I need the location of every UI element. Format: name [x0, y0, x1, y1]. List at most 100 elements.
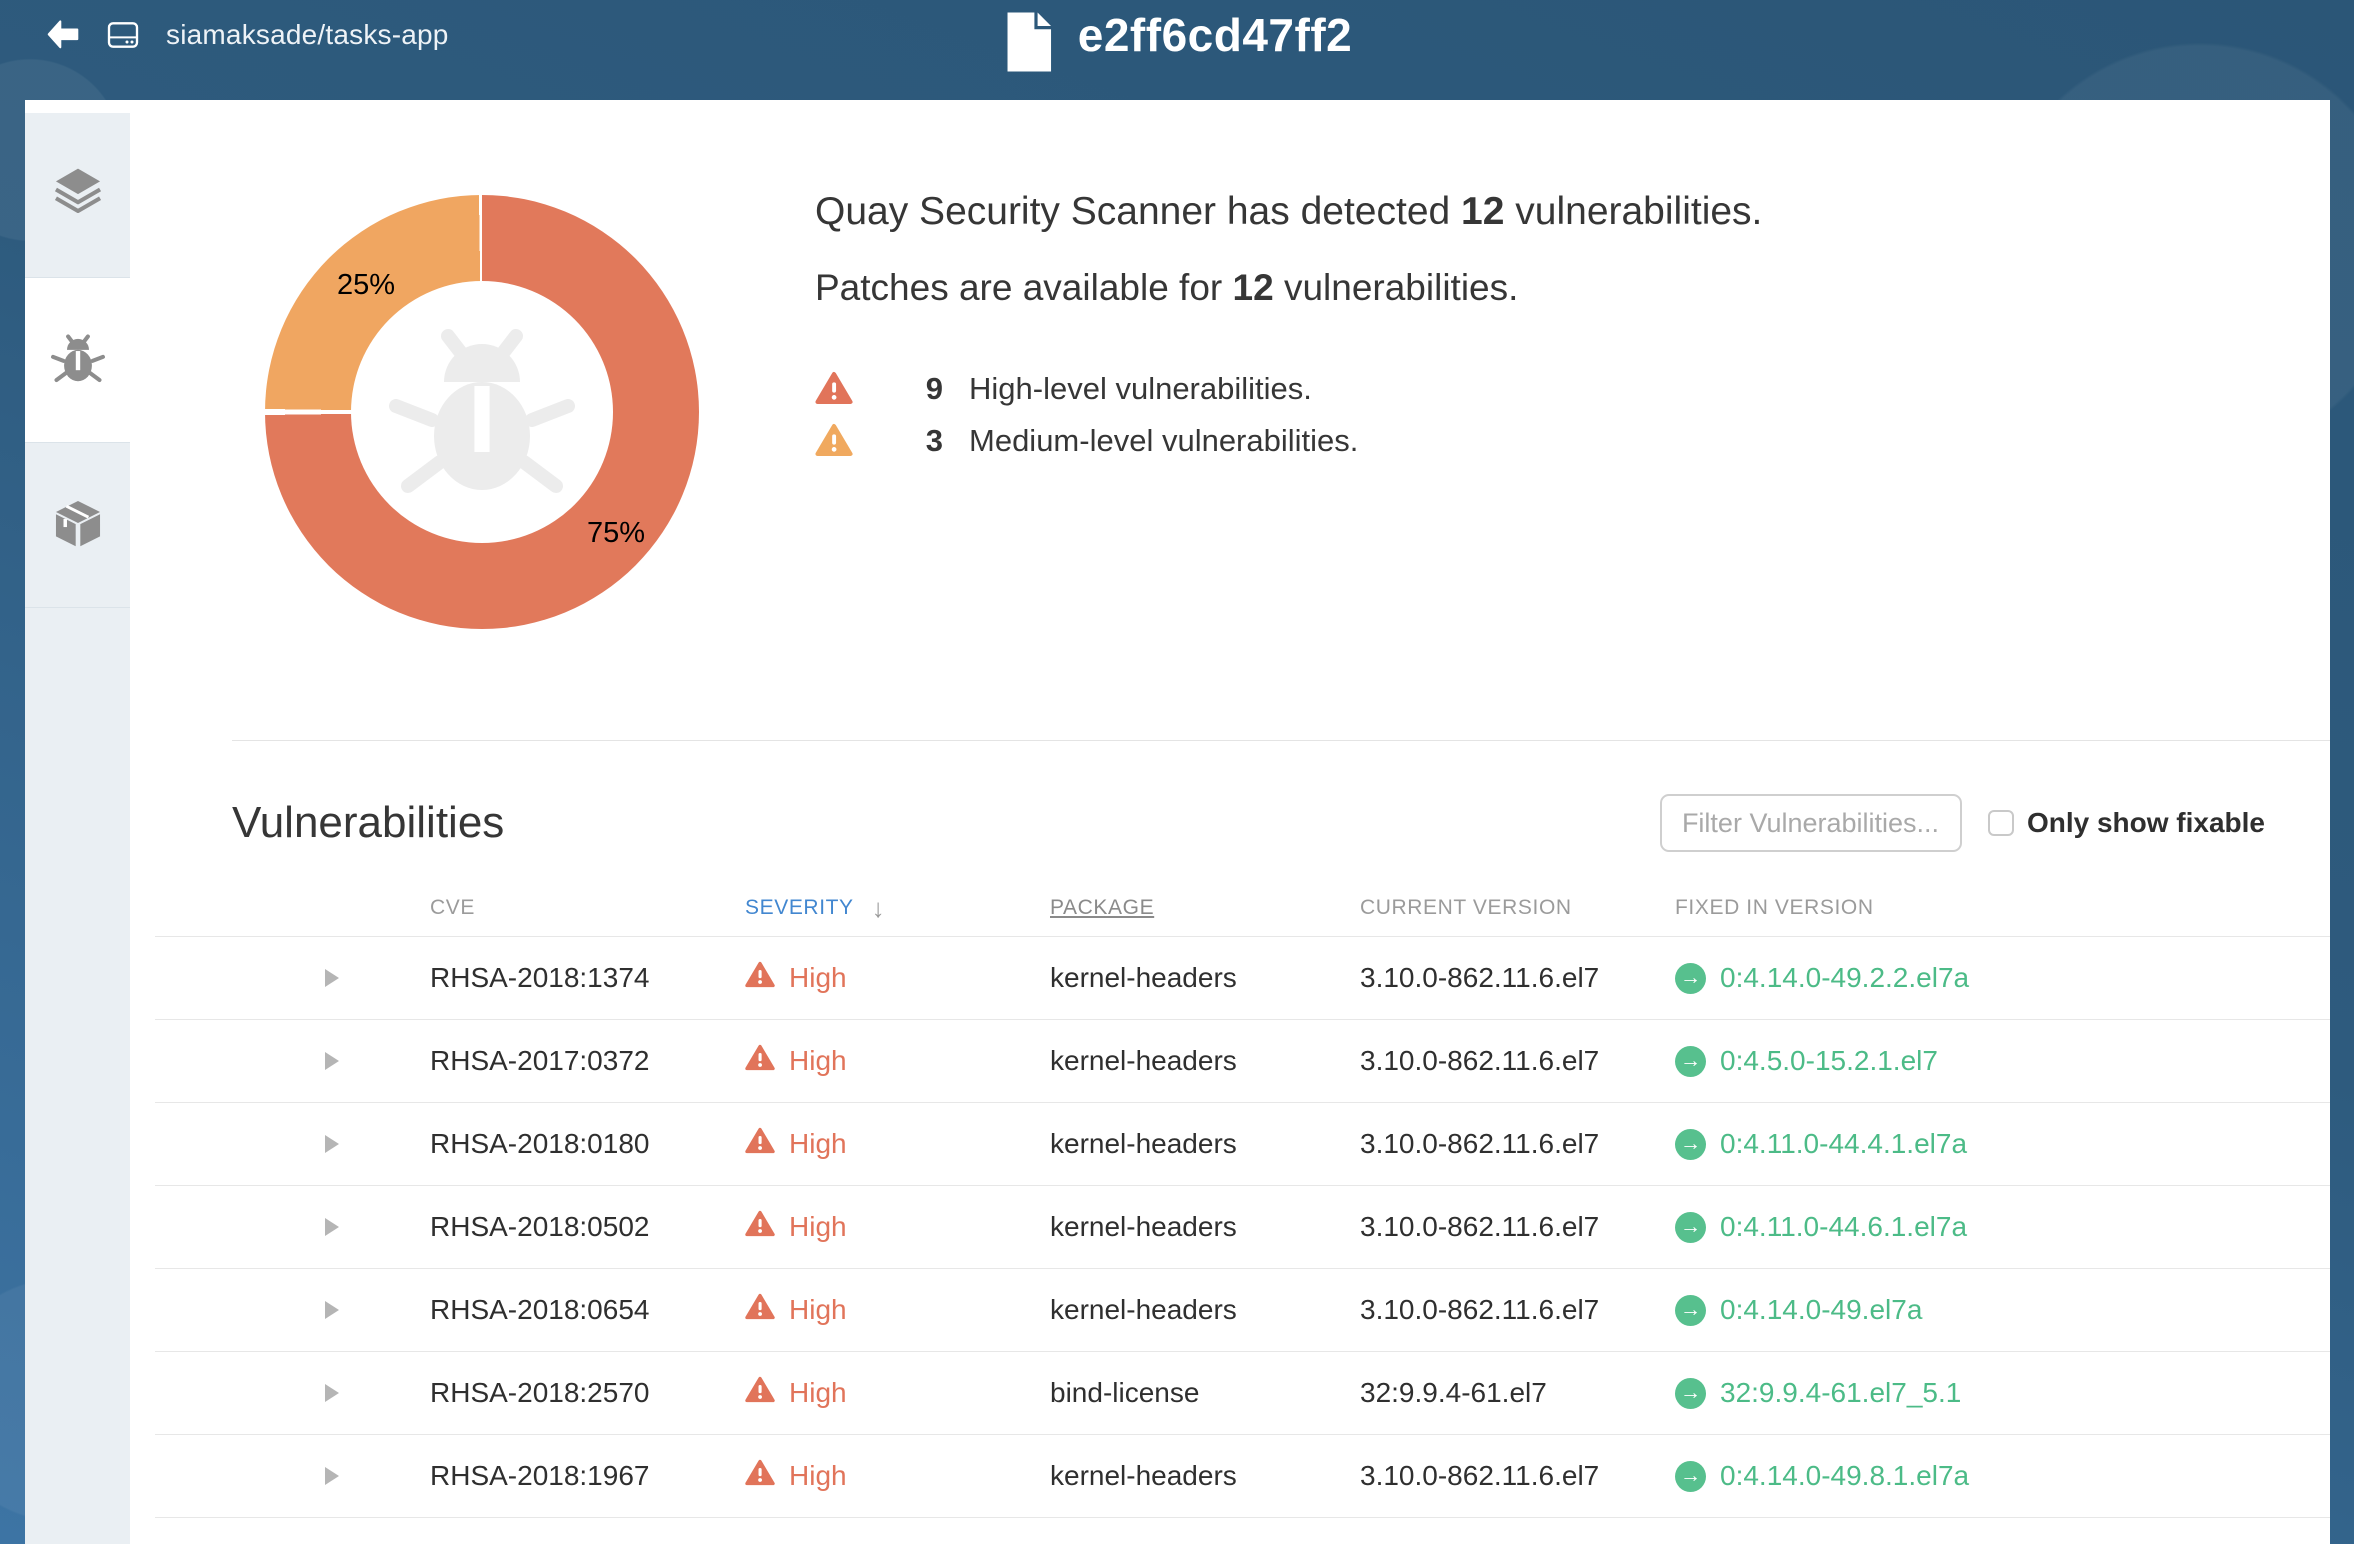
app-header: siamaksade/tasks-app e2ff6cd47ff2 — [0, 0, 2354, 72]
package-cell: kernel-headers — [1050, 1294, 1237, 1325]
expand-caret-icon[interactable] — [155, 1135, 430, 1153]
fix-arrow-icon: → — [1675, 1128, 1706, 1160]
cve-cell[interactable]: RHSA-2017:0372 — [430, 1045, 650, 1076]
fixed-version-cell[interactable]: → 0:4.11.0-44.6.1.el7a — [1675, 1211, 2330, 1243]
current-version-cell: 3.10.0-862.11.6.el7 — [1360, 1211, 1600, 1242]
fixed-version-cell[interactable]: → 0:4.14.0-49.8.1.el7a — [1675, 1460, 2330, 1492]
current-version-cell: 3.10.0-862.11.6.el7 — [1360, 1460, 1600, 1491]
layers-icon — [49, 164, 107, 227]
expand-caret-icon[interactable] — [155, 1467, 430, 1485]
filter-vulnerabilities-input[interactable] — [1659, 794, 1962, 852]
package-icon — [49, 494, 107, 557]
tab-layers[interactable] — [25, 113, 130, 278]
fixed-version-cell[interactable]: → 0:4.14.0-49.2.2.el7a — [1675, 962, 2330, 994]
vulnerabilities-table: CVE SEVERITY ↓ PACKAGE CURRENT VERSION F… — [155, 880, 2330, 1518]
package-cell: bind-license — [1050, 1377, 1200, 1408]
breadcrumb[interactable]: siamaksade/tasks-app — [166, 19, 449, 50]
scan-summary: 25% 75% Quay Security Scanner has detect… — [130, 100, 2330, 740]
expand-caret-icon[interactable] — [155, 1301, 430, 1319]
sort-desc-icon: ↓ — [871, 892, 886, 923]
warning-triangle-high-icon — [745, 1293, 775, 1327]
high-label: High-level vulnerabilities. — [969, 371, 1312, 406]
package-cell: kernel-headers — [1050, 962, 1237, 993]
image-file-icon — [1002, 0, 1054, 74]
expand-caret-icon[interactable] — [155, 969, 430, 987]
severity-cell: High — [745, 1210, 1050, 1244]
current-version-cell: 3.10.0-862.11.6.el7 — [1360, 1294, 1600, 1325]
vuln-count: 12 — [1461, 190, 1505, 233]
fixable-checkbox[interactable] — [1987, 810, 2014, 836]
column-header-severity[interactable]: SEVERITY ↓ — [745, 892, 886, 923]
fix-arrow-icon: → — [1675, 962, 1706, 994]
level-list: 9 High-level vulnerabilities. 3 Medium-l… — [815, 371, 1762, 459]
package-cell: kernel-headers — [1050, 1460, 1237, 1491]
severity-cell: High — [745, 1293, 1050, 1327]
table-row: RHSA-2018:0180 High kernel-headers 3.10.… — [155, 1103, 2330, 1186]
table-body: RHSA-2018:1374 High kernel-headers 3.10.… — [155, 937, 2330, 1518]
cve-cell[interactable]: RHSA-2018:1374 — [430, 962, 650, 993]
patch-count: 12 — [1232, 267, 1274, 308]
tab-packages[interactable] — [25, 443, 130, 608]
column-header-fixed-in-version[interactable]: FIXED IN VERSION — [1675, 896, 1874, 919]
table-row: RHSA-2017:0372 High kernel-headers 3.10.… — [155, 1020, 2330, 1103]
fix-arrow-icon: → — [1675, 1377, 1706, 1409]
cve-cell[interactable]: RHSA-2018:0502 — [430, 1211, 650, 1242]
package-cell: kernel-headers — [1050, 1045, 1237, 1076]
high-level-row: 9 High-level vulnerabilities. — [815, 371, 1762, 407]
fixable-label: Only show fixable — [2026, 807, 2265, 838]
section-divider — [232, 740, 2330, 741]
fixed-version-cell[interactable]: → 0:4.11.0-44.4.1.el7a — [1675, 1128, 2330, 1160]
fix-arrow-icon: → — [1675, 1294, 1706, 1326]
expand-caret-icon[interactable] — [155, 1384, 430, 1402]
bug-icon — [49, 329, 107, 392]
expand-caret-icon[interactable] — [155, 1052, 430, 1070]
severity-cell: High — [745, 1459, 1050, 1493]
current-version-cell: 32:9.9.4-61.el7 — [1360, 1377, 1547, 1408]
high-count: 9 — [925, 371, 943, 406]
severity-cell: High — [745, 1127, 1050, 1161]
patches-line: Patches are available for 12 vulnerabili… — [815, 267, 1519, 308]
fixed-version-cell[interactable]: → 32:9.9.4-61.el7_5.1 — [1675, 1377, 2330, 1409]
warning-triangle-high-icon — [745, 1459, 775, 1493]
warning-triangle-high-icon — [745, 1376, 775, 1410]
table-header-row: CVE SEVERITY ↓ PACKAGE CURRENT VERSION F… — [155, 880, 2330, 937]
donut-label-medium: 25% — [337, 269, 396, 301]
fixed-version-cell[interactable]: → 0:4.5.0-15.2.1.el7 — [1675, 1045, 2330, 1077]
medium-count: 3 — [925, 423, 943, 458]
cve-cell[interactable]: RHSA-2018:1967 — [430, 1460, 650, 1491]
tab-security-scan[interactable] — [25, 278, 130, 443]
only-show-fixable-toggle[interactable]: Only show fixable — [1987, 807, 2265, 839]
cve-cell[interactable]: RHSA-2018:0180 — [430, 1128, 650, 1159]
fix-arrow-icon: → — [1675, 1211, 1706, 1243]
fix-arrow-icon: → — [1675, 1460, 1706, 1492]
warning-triangle-high-icon — [745, 1127, 775, 1161]
fix-arrow-icon: → — [1675, 1045, 1706, 1077]
medium-level-row: 3 Medium-level vulnerabilities. — [815, 423, 1762, 459]
table-row: RHSA-2018:2570 High bind-license 32:9.9.… — [155, 1352, 2330, 1435]
column-header-cve[interactable]: CVE — [430, 896, 475, 919]
page-title-image-id: e2ff6cd47ff2 — [1077, 9, 1353, 61]
donut-label-high: 75% — [587, 517, 646, 549]
severity-cell: High — [745, 1044, 1050, 1078]
warning-triangle-high-icon — [815, 371, 855, 407]
rail-filler — [25, 608, 130, 1544]
package-cell: kernel-headers — [1050, 1128, 1237, 1159]
current-version-cell: 3.10.0-862.11.6.el7 — [1360, 962, 1600, 993]
severity-cell: High — [745, 1376, 1050, 1410]
table-row: RHSA-2018:1967 High kernel-headers 3.10.… — [155, 1435, 2330, 1518]
expand-caret-icon[interactable] — [155, 1218, 430, 1236]
back-arrow-icon[interactable] — [46, 18, 80, 52]
column-header-package[interactable]: PACKAGE — [1050, 896, 1155, 919]
table-row: RHSA-2018:1374 High kernel-headers 3.10.… — [155, 937, 2330, 1020]
content-card: 25% 75% Quay Security Scanner has detect… — [25, 100, 2330, 1544]
side-rail — [25, 100, 130, 1544]
cve-cell[interactable]: RHSA-2018:0654 — [430, 1294, 650, 1325]
column-header-current-version[interactable]: CURRENT VERSION — [1360, 896, 1572, 919]
warning-triangle-high-icon — [745, 961, 775, 995]
scanner-headline: Quay Security Scanner has detected 12 vu… — [815, 190, 1763, 233]
warning-triangle-high-icon — [745, 1044, 775, 1078]
fixed-version-cell[interactable]: → 0:4.14.0-49.el7a — [1675, 1294, 2330, 1326]
cve-cell[interactable]: RHSA-2018:2570 — [430, 1377, 650, 1408]
package-cell: kernel-headers — [1050, 1211, 1237, 1242]
current-version-cell: 3.10.0-862.11.6.el7 — [1360, 1045, 1600, 1076]
